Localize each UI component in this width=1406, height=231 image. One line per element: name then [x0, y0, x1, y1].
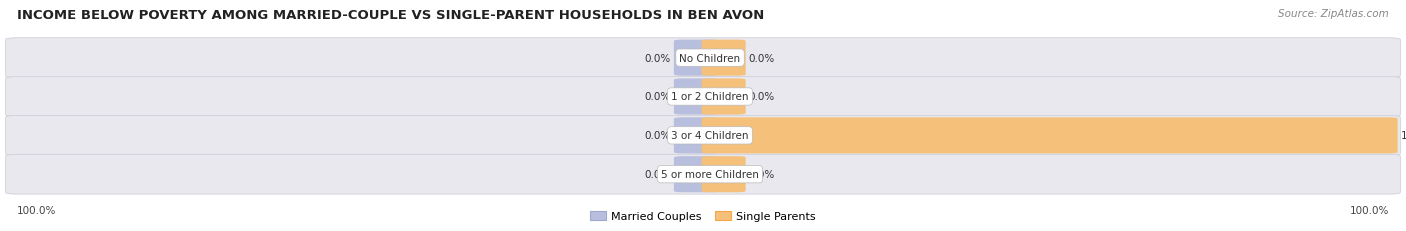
- Text: 0.0%: 0.0%: [748, 92, 775, 102]
- Text: 100.0%: 100.0%: [1400, 131, 1406, 141]
- FancyBboxPatch shape: [673, 40, 718, 76]
- Text: 100.0%: 100.0%: [1350, 205, 1389, 215]
- FancyBboxPatch shape: [673, 79, 718, 115]
- Text: 3 or 4 Children: 3 or 4 Children: [671, 131, 749, 141]
- Text: 0.0%: 0.0%: [645, 53, 671, 63]
- FancyBboxPatch shape: [6, 77, 1400, 117]
- Legend: Married Couples, Single Parents: Married Couples, Single Parents: [586, 206, 820, 225]
- Text: 0.0%: 0.0%: [748, 53, 775, 63]
- Text: No Children: No Children: [679, 53, 741, 63]
- Text: 1 or 2 Children: 1 or 2 Children: [671, 92, 749, 102]
- Text: Source: ZipAtlas.com: Source: ZipAtlas.com: [1278, 9, 1389, 19]
- Text: 0.0%: 0.0%: [748, 170, 775, 179]
- Text: 0.0%: 0.0%: [645, 92, 671, 102]
- Text: 5 or more Children: 5 or more Children: [661, 170, 759, 179]
- Text: 0.0%: 0.0%: [645, 170, 671, 179]
- FancyBboxPatch shape: [673, 118, 718, 154]
- Text: 0.0%: 0.0%: [645, 131, 671, 141]
- FancyBboxPatch shape: [702, 118, 1398, 154]
- FancyBboxPatch shape: [673, 157, 718, 192]
- FancyBboxPatch shape: [6, 116, 1400, 156]
- FancyBboxPatch shape: [702, 79, 745, 115]
- FancyBboxPatch shape: [702, 40, 745, 76]
- FancyBboxPatch shape: [6, 39, 1400, 78]
- Text: 100.0%: 100.0%: [17, 205, 56, 215]
- FancyBboxPatch shape: [702, 157, 745, 192]
- Text: INCOME BELOW POVERTY AMONG MARRIED-COUPLE VS SINGLE-PARENT HOUSEHOLDS IN BEN AVO: INCOME BELOW POVERTY AMONG MARRIED-COUPL…: [17, 9, 763, 22]
- FancyBboxPatch shape: [6, 155, 1400, 194]
